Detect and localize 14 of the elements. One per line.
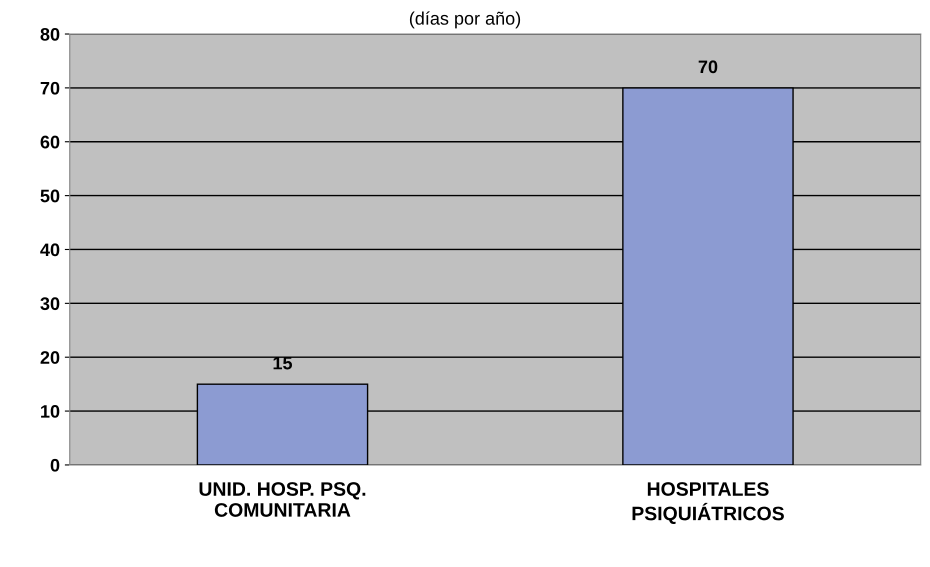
y-tick-label: 20 — [40, 351, 60, 364]
y-tick-label: 10 — [41, 405, 60, 418]
data-label: 70 — [698, 60, 718, 74]
y-tick-label: 50 — [40, 190, 60, 202]
y-tick-label: 40 — [40, 243, 60, 256]
data-label: 15 — [274, 356, 292, 370]
y-tick-label: 80 — [40, 28, 60, 41]
x-tick-label: UNID. HOSP. PSQ. COMUNITARIA — [200, 482, 366, 517]
chart-subtitle: (días por año) — [410, 11, 520, 28]
x-tick-label: HOSPITALES PSIQUIÁTRICOS — [632, 482, 784, 524]
y-tick-label: 70 — [40, 82, 60, 95]
y-tick-label: 0 — [50, 458, 60, 472]
y-tick-label: 30 — [40, 297, 60, 310]
y-tick-label: 60 — [40, 136, 60, 148]
